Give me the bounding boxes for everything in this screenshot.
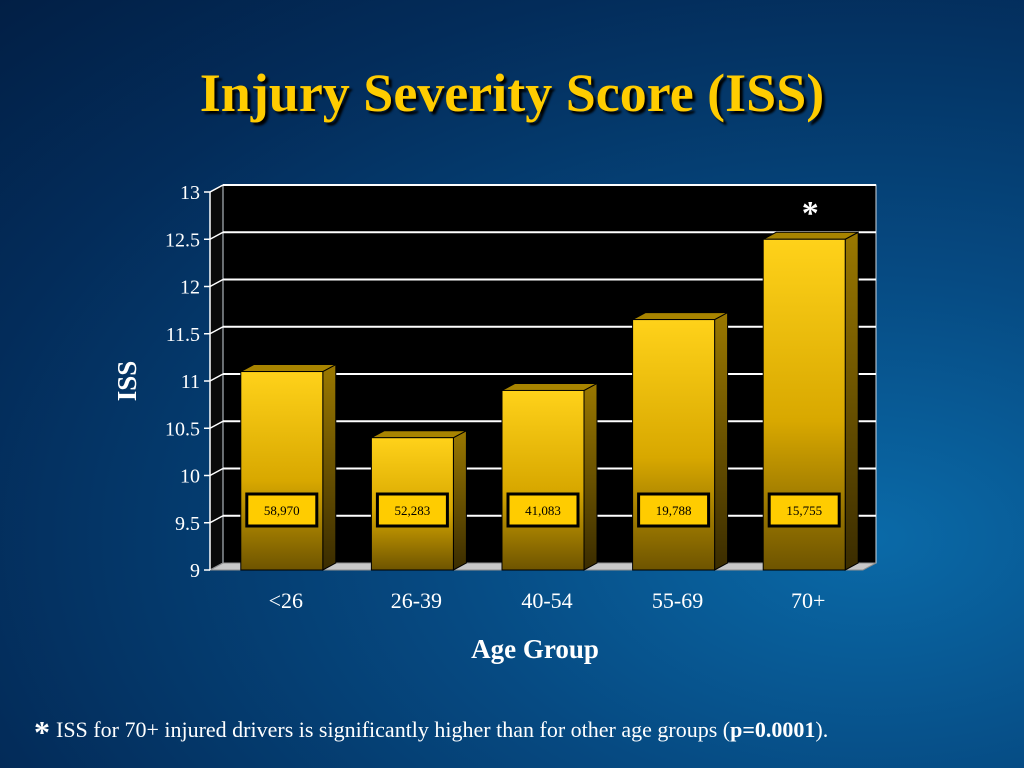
- bar-count-box: [637, 492, 711, 528]
- bar-count-box: [375, 492, 449, 528]
- x-tick-label: <26: [269, 588, 303, 613]
- bar-count-label: 52,283: [395, 503, 431, 518]
- x-tick-label: 55-69: [652, 588, 703, 613]
- iss-bar-chart: 9 9.5 10 10.5 11 11.5 12 12.5 13 58,970 <26 52,283 2…: [112, 182, 877, 664]
- gridline-side: [209, 467, 224, 477]
- gridline-side: [209, 184, 224, 193]
- bar: [501, 389, 585, 571]
- footnote-text: ISS for 70+ injured drivers is significa…: [56, 717, 731, 742]
- y-tick-label: 9.5: [175, 513, 200, 535]
- significance-footnote: * ISS for 70+ injured drivers is signific…: [34, 714, 1014, 751]
- bar-count-label: 41,083: [525, 503, 561, 518]
- gridline-side: [209, 278, 224, 288]
- y-tick-label: 10: [180, 466, 200, 488]
- gridline-side: [209, 326, 224, 335]
- y-axis-title: ISS: [112, 361, 142, 402]
- gridline-side: [209, 420, 224, 429]
- x-tick-label: 26-39: [391, 588, 442, 613]
- bar-count-label: 15,755: [786, 503, 822, 518]
- footnote-closing: ).: [815, 717, 829, 742]
- bar-count-label: 19,788: [656, 503, 692, 518]
- bar-count-box: [767, 492, 841, 528]
- x-tick-label: 70+: [791, 588, 825, 613]
- y-tick-label: 12.5: [165, 229, 200, 251]
- gridline-side: [209, 373, 224, 382]
- y-tick-label: 9: [190, 560, 200, 582]
- gridline-side: [209, 231, 224, 240]
- bar-side: [452, 429, 467, 571]
- x-tick-label: 40-54: [521, 588, 572, 613]
- bar-side: [583, 382, 598, 571]
- bar-count-label: 58,970: [264, 503, 300, 518]
- bar-top: [240, 364, 337, 373]
- bar-top: [762, 231, 859, 240]
- footnote-pvalue: p=0.0001: [730, 717, 816, 742]
- y-tick-label: 11: [181, 371, 200, 393]
- significance-asterisk: *: [802, 195, 819, 232]
- bar-side: [714, 311, 729, 571]
- bar-top: [632, 312, 728, 321]
- bar-top: [501, 382, 598, 391]
- bar-count-box: [245, 492, 319, 528]
- gridline-side: [209, 515, 224, 524]
- footnote-asterisk: *: [34, 714, 50, 750]
- bar-side: [322, 363, 337, 571]
- y-tick-label: 10.5: [165, 418, 200, 440]
- x-axis-title: Age Group: [471, 634, 599, 664]
- y-tick-label: 12: [180, 277, 200, 299]
- y-tick-label: 11.5: [166, 324, 200, 346]
- bar-side: [844, 231, 859, 571]
- bar: [240, 371, 324, 571]
- slide-title: Injury Severity Score (ISS): [199, 63, 825, 123]
- y-tick-label: 13: [180, 182, 200, 204]
- bar-count-box: [506, 492, 580, 528]
- bar-top: [371, 430, 467, 439]
- bar: [632, 319, 716, 571]
